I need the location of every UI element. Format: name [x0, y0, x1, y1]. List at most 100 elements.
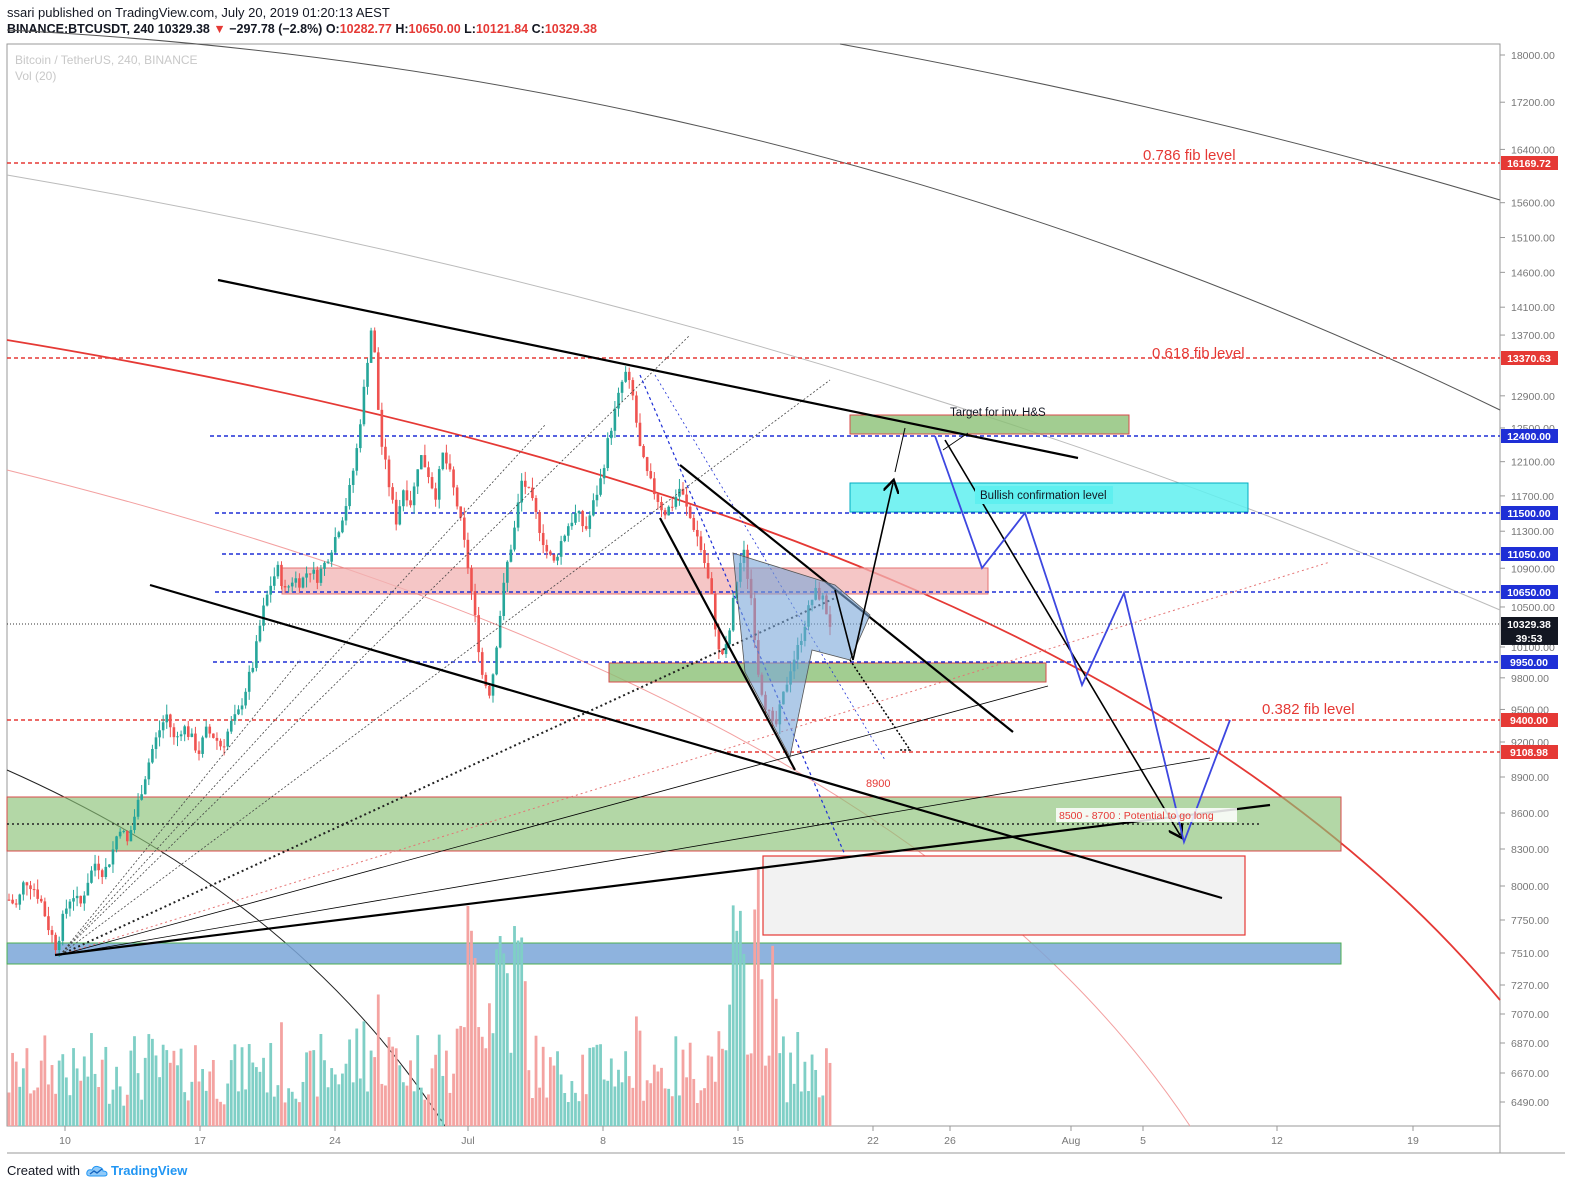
- target-label: Target for inv. H&S: [950, 407, 1046, 419]
- candle-body: [610, 430, 613, 439]
- volume-bar: [455, 1028, 459, 1126]
- volume-bar: [355, 1028, 359, 1126]
- candle-body: [226, 731, 229, 747]
- candle-body: [463, 517, 466, 540]
- volume-bar: [308, 1050, 312, 1126]
- volume-bar: [767, 1055, 771, 1126]
- volume-bar: [706, 1055, 710, 1126]
- arc-pink: [6, 469, 1191, 1127]
- candle-body: [437, 469, 441, 500]
- volume-bar: [57, 1060, 61, 1126]
- candle-body: [441, 452, 445, 470]
- volume-bar: [301, 1081, 305, 1126]
- close-label: C:: [531, 22, 545, 36]
- volume-bar: [412, 1091, 416, 1126]
- candle-body: [584, 526, 588, 529]
- candle-body: [233, 714, 237, 721]
- candle-body: [574, 513, 577, 523]
- price-badge: [1501, 585, 1558, 599]
- candle-body: [351, 470, 355, 486]
- candle-body: [265, 594, 269, 606]
- candle-body: [366, 362, 369, 387]
- bullish-label-bg: [975, 486, 1113, 504]
- candle-body: [115, 836, 118, 850]
- volume-bar: [201, 1069, 204, 1126]
- volume-bar: [197, 1081, 201, 1126]
- price-badge: [1501, 156, 1558, 170]
- volume-bar: [724, 1050, 728, 1126]
- y-tick-label: 10100.00: [1511, 642, 1555, 654]
- candle-body: [176, 736, 179, 738]
- volume-bar: [617, 1069, 620, 1126]
- candle-body: [480, 652, 484, 675]
- candle-body: [649, 471, 653, 479]
- volume-bar: [290, 1091, 294, 1126]
- volume-bar: [670, 1096, 674, 1126]
- volume-bar: [749, 1053, 753, 1126]
- candle-body: [355, 448, 359, 471]
- high-label: H:: [395, 22, 409, 36]
- volume-bar: [541, 1046, 545, 1126]
- close-value: 10329.38: [544, 22, 597, 36]
- candle-body: [18, 894, 22, 905]
- price-badge: [1501, 655, 1558, 669]
- candle-body: [398, 506, 402, 525]
- volume-bar: [505, 973, 509, 1126]
- candle-body: [337, 532, 341, 538]
- volume-bar: [104, 1046, 108, 1126]
- candle-body: [376, 352, 380, 410]
- x-tick-label: 26: [944, 1135, 956, 1147]
- volume-bar: [269, 1042, 273, 1126]
- price-badge: [1501, 630, 1558, 645]
- volume-bar: [538, 1087, 542, 1126]
- price-badge: [1501, 351, 1558, 365]
- candle-body: [484, 674, 488, 686]
- volume-bar: [251, 1062, 255, 1126]
- candle-body: [22, 882, 25, 895]
- candle-body: [495, 647, 498, 675]
- candle-body: [118, 831, 122, 837]
- tradingview-logo[interactable]: TradingView: [86, 1163, 187, 1178]
- volume-bar: [821, 1095, 825, 1126]
- volume-bar: [728, 1004, 732, 1126]
- low-label: L:: [464, 22, 476, 36]
- volume-bar: [527, 1070, 531, 1126]
- volume-bar: [738, 910, 742, 1126]
- candle-body: [710, 578, 713, 594]
- candle-body: [39, 898, 43, 902]
- y-tick-label: 7270.00: [1511, 980, 1549, 992]
- candle-body: [68, 901, 72, 909]
- volume-bar: [495, 949, 498, 1126]
- volume-bar: [825, 1048, 828, 1126]
- volume-bar: [247, 1044, 251, 1126]
- candle-body: [409, 500, 412, 506]
- time-axis[interactable]: 10 17 24 Jul 8 15 22 26 Aug 5 12 19: [59, 1126, 1419, 1147]
- volume-bar: [531, 1098, 534, 1126]
- volume-bar: [663, 1088, 667, 1126]
- price-badge-label: 9108.98: [1510, 747, 1548, 759]
- x-tick-label: 12: [1271, 1135, 1283, 1147]
- volume-bar: [151, 1038, 154, 1126]
- projection-arrows: [834, 427, 1180, 835]
- y-tick-label: 7750.00: [1511, 915, 1549, 927]
- candle-body: [394, 499, 398, 525]
- volume-bar: [484, 1048, 488, 1126]
- candle-body: [222, 746, 226, 748]
- candle-body: [294, 578, 298, 583]
- volume-bar: [179, 1048, 183, 1126]
- x-tick-label: 22: [867, 1135, 879, 1147]
- candle-body: [344, 506, 348, 521]
- open-value: 10282.77: [339, 22, 392, 36]
- y-tick-label: 6490.00: [1511, 1097, 1549, 1109]
- volume-bar: [373, 1057, 377, 1126]
- volume-bar: [172, 1050, 176, 1126]
- price-axis[interactable]: 18000.00 17200.00 16400.00 15600.00 15100.00…: [1500, 50, 1555, 1109]
- volume-bar: [61, 1054, 65, 1126]
- candle-body: [531, 487, 534, 499]
- y-tick-label: 11300.00: [1511, 526, 1554, 538]
- volume-bar: [219, 1101, 222, 1126]
- candle-body: [111, 849, 115, 865]
- candle-body: [323, 562, 326, 569]
- candle-body: [201, 737, 204, 754]
